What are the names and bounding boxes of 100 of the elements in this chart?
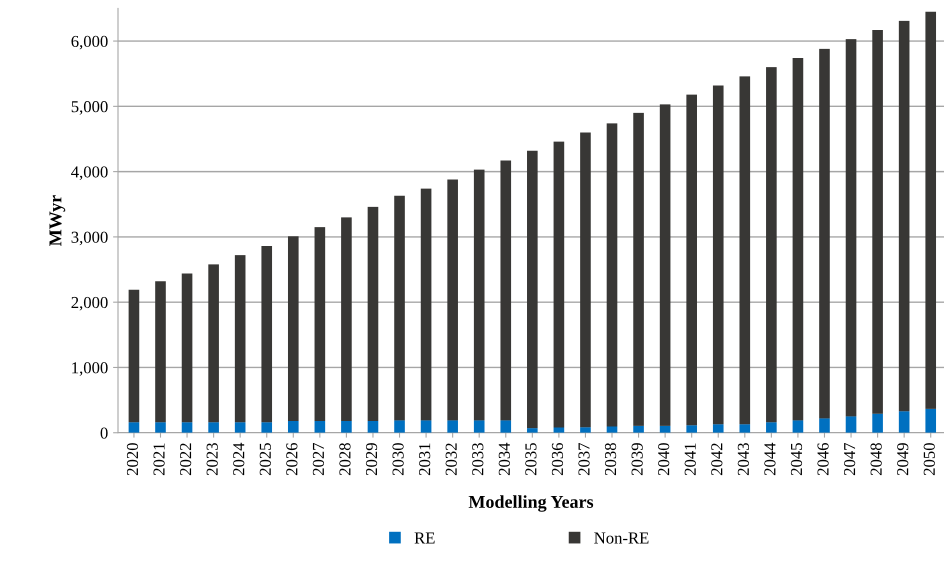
bar [739, 424, 750, 433]
x-tick-label: 2026 [286, 442, 298, 476]
x-tick-label: 2020 [126, 443, 138, 476]
x-tick-label: 2023 [206, 443, 218, 476]
x-tick-label: 2045 [790, 443, 802, 476]
x-tick-label: 2030 [392, 443, 404, 476]
bar [394, 196, 405, 420]
x-tick-label: 2041 [684, 443, 696, 476]
bar [712, 424, 724, 433]
x-tick-label: 2039 [631, 443, 643, 476]
x-tick-label: 2024 [233, 442, 244, 476]
bar [234, 255, 246, 422]
x-tick-label: 2027 [312, 442, 324, 476]
y-axis-title: MWyr [50, 195, 66, 246]
bar [155, 281, 166, 422]
bar [527, 150, 538, 428]
bar [128, 422, 140, 433]
x-tick-label: 2047 [844, 442, 856, 476]
bar [155, 422, 166, 433]
x-tick-label: 2036 [552, 442, 564, 476]
bar [872, 414, 883, 433]
x-tick-label: 2044 [764, 442, 776, 476]
x-tick-label: 2025 [260, 443, 271, 476]
y-tick-label: 4,000 [71, 166, 108, 180]
bar [686, 94, 697, 426]
x-tick-label: 2049 [897, 443, 908, 476]
bar [792, 420, 804, 433]
x-tick-label: 2029 [366, 443, 378, 476]
y-tick-label: 0 [100, 427, 108, 439]
bar [925, 408, 936, 433]
x-tick-label: 2038 [604, 443, 616, 476]
bar [341, 420, 352, 433]
bar [712, 85, 724, 424]
bar [314, 227, 326, 421]
bar [686, 425, 697, 433]
bar [368, 420, 378, 433]
y-tick-label: 2,000 [72, 296, 108, 311]
legend-label: RE [414, 532, 435, 544]
x-tick-label: 2035 [525, 443, 536, 476]
bar [606, 123, 618, 427]
bar [208, 264, 219, 422]
y-tick-label: 1,000 [72, 362, 108, 376]
x-tick-label: 2037 [578, 442, 590, 476]
bar [128, 290, 140, 422]
x-tick-label: 2032 [446, 443, 457, 476]
bar [420, 188, 432, 420]
x-axis-title: Modelling Years [468, 495, 594, 512]
bar [182, 422, 192, 433]
y-tick-label: 5,000 [72, 101, 108, 115]
bar [314, 420, 326, 433]
bar [288, 420, 299, 433]
x-tick-label: 2028 [339, 443, 351, 476]
bar [208, 422, 219, 433]
bar [766, 67, 777, 422]
x-tick-label: 2031 [419, 443, 430, 476]
bar [447, 179, 458, 420]
bar [792, 58, 804, 420]
bar [261, 246, 272, 422]
x-tick-label: 2048 [870, 443, 882, 476]
bar [341, 217, 352, 421]
bar [261, 422, 272, 433]
bar [766, 422, 777, 433]
bar [554, 428, 564, 433]
bar [739, 76, 750, 424]
bar [898, 411, 910, 433]
bar [474, 420, 485, 433]
x-tick-label: 2022 [180, 443, 192, 476]
bar [447, 420, 458, 433]
bar [527, 428, 538, 433]
y-tick-label: 6,000 [71, 36, 108, 50]
bar [182, 273, 192, 422]
bar [500, 160, 512, 420]
x-tick-label: 2040 [658, 443, 670, 476]
bar [819, 48, 830, 418]
bar [606, 426, 618, 433]
y-tick-label: 3,000 [72, 232, 108, 246]
bar [580, 132, 591, 428]
bar [660, 426, 670, 433]
bar [898, 20, 910, 412]
bar [500, 420, 512, 433]
bar [554, 142, 564, 428]
bar [234, 422, 246, 433]
legend-label: Non-RE [594, 532, 648, 544]
x-tick-label: 2043 [738, 443, 749, 476]
bar [474, 170, 485, 420]
bar [846, 416, 856, 433]
x-tick-label: 2046 [817, 442, 829, 476]
bar [872, 30, 883, 414]
x-tick-label: 2021 [153, 443, 165, 476]
x-tick-label: 2033 [472, 443, 484, 476]
bar [368, 206, 378, 421]
x-tick-label: 2034 [498, 442, 510, 476]
bar [580, 427, 591, 433]
bar [288, 236, 299, 421]
bar [925, 12, 936, 409]
x-tick-label: 2050 [924, 443, 935, 476]
x-tick-label: 2042 [711, 443, 722, 476]
bar [633, 426, 644, 433]
bar [846, 39, 856, 416]
bar [819, 418, 830, 433]
